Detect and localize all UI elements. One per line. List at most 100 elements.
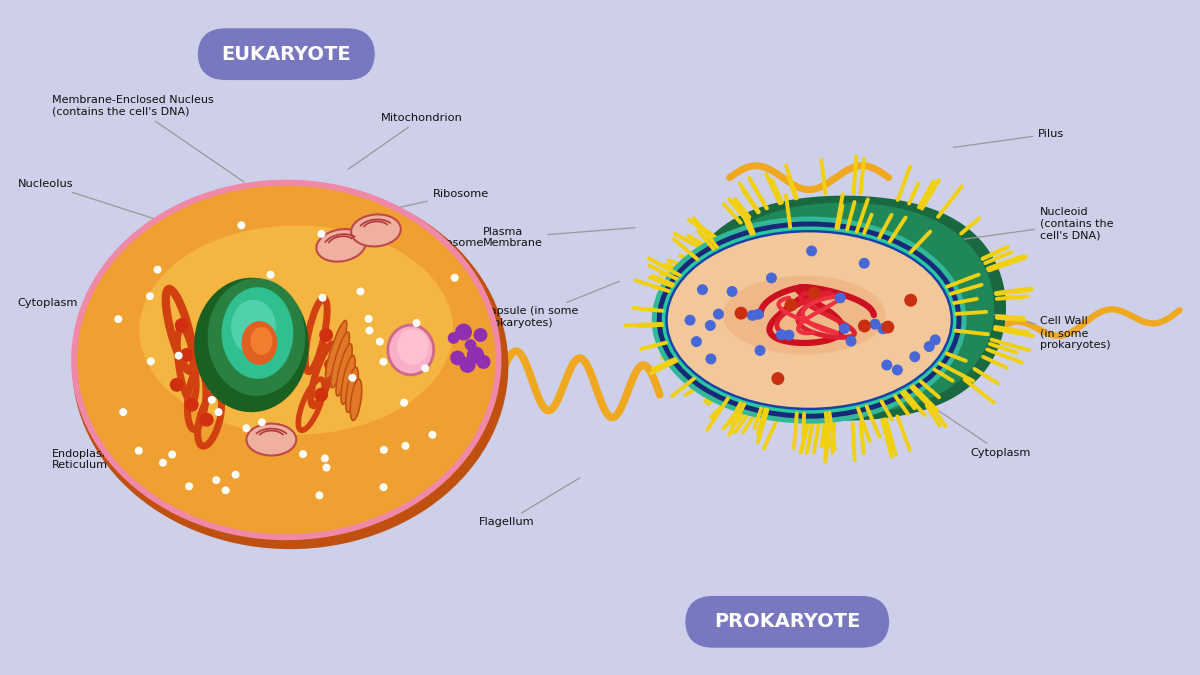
Ellipse shape bbox=[352, 215, 401, 246]
Ellipse shape bbox=[208, 278, 305, 396]
Circle shape bbox=[314, 388, 328, 402]
Circle shape bbox=[905, 294, 917, 306]
Ellipse shape bbox=[241, 321, 277, 365]
Circle shape bbox=[169, 378, 184, 392]
Text: Exosome: Exosome bbox=[433, 238, 484, 277]
Ellipse shape bbox=[325, 321, 347, 379]
Circle shape bbox=[746, 310, 757, 321]
Ellipse shape bbox=[350, 379, 361, 421]
Circle shape bbox=[924, 341, 935, 352]
Circle shape bbox=[400, 399, 408, 407]
Ellipse shape bbox=[246, 424, 296, 456]
Circle shape bbox=[451, 274, 458, 281]
Circle shape bbox=[222, 486, 229, 494]
Circle shape bbox=[448, 332, 460, 344]
Text: Ribosome: Ribosome bbox=[389, 188, 488, 210]
Circle shape bbox=[376, 338, 384, 346]
Ellipse shape bbox=[194, 277, 308, 412]
Circle shape bbox=[413, 319, 420, 327]
Circle shape bbox=[881, 360, 893, 371]
Circle shape bbox=[402, 442, 409, 450]
Ellipse shape bbox=[232, 300, 276, 354]
Circle shape bbox=[146, 357, 155, 365]
Polygon shape bbox=[695, 203, 994, 413]
Circle shape bbox=[839, 323, 850, 334]
Circle shape bbox=[158, 459, 167, 466]
Text: Pilus: Pilus bbox=[953, 129, 1064, 147]
Circle shape bbox=[697, 284, 708, 295]
Circle shape bbox=[713, 308, 724, 319]
Circle shape bbox=[212, 476, 221, 484]
Ellipse shape bbox=[667, 232, 950, 408]
Circle shape bbox=[785, 298, 798, 311]
Circle shape bbox=[114, 315, 122, 323]
Text: Capsule (in some
prokaryotes): Capsule (in some prokaryotes) bbox=[482, 281, 619, 328]
Circle shape bbox=[892, 364, 902, 375]
Circle shape bbox=[266, 271, 275, 279]
Circle shape bbox=[242, 424, 251, 432]
Circle shape bbox=[324, 358, 338, 372]
Ellipse shape bbox=[71, 180, 502, 540]
Circle shape bbox=[180, 348, 193, 362]
Circle shape bbox=[776, 329, 787, 340]
Circle shape bbox=[299, 450, 307, 458]
Ellipse shape bbox=[222, 287, 293, 379]
Circle shape bbox=[755, 345, 766, 356]
Circle shape bbox=[877, 323, 888, 334]
Circle shape bbox=[428, 431, 437, 439]
Text: Nucleolus: Nucleolus bbox=[18, 179, 218, 240]
Circle shape bbox=[455, 323, 472, 340]
Circle shape bbox=[727, 286, 738, 297]
Circle shape bbox=[199, 412, 214, 427]
Text: Flagellum: Flagellum bbox=[479, 478, 580, 527]
Circle shape bbox=[215, 408, 222, 416]
Circle shape bbox=[706, 354, 716, 364]
Text: EUKARYOTE: EUKARYOTE bbox=[222, 45, 352, 63]
Circle shape bbox=[146, 292, 154, 300]
Ellipse shape bbox=[317, 229, 366, 262]
Circle shape bbox=[185, 398, 199, 412]
Text: Plasma
Membrane: Plasma Membrane bbox=[482, 227, 635, 248]
Circle shape bbox=[208, 396, 216, 404]
Ellipse shape bbox=[722, 275, 886, 354]
Circle shape bbox=[474, 328, 487, 342]
Circle shape bbox=[318, 294, 326, 302]
Ellipse shape bbox=[665, 230, 953, 410]
Text: Membrane-Enclosed Nucleus
(contains the cell's DNA): Membrane-Enclosed Nucleus (contains the … bbox=[53, 95, 244, 182]
Circle shape bbox=[464, 339, 476, 351]
Ellipse shape bbox=[139, 225, 454, 435]
Ellipse shape bbox=[336, 344, 352, 396]
Circle shape bbox=[784, 329, 794, 341]
Circle shape bbox=[232, 470, 240, 479]
Circle shape bbox=[772, 372, 785, 385]
Circle shape bbox=[460, 357, 475, 373]
Circle shape bbox=[858, 319, 871, 333]
Ellipse shape bbox=[72, 183, 509, 549]
Circle shape bbox=[421, 364, 430, 372]
Circle shape bbox=[134, 447, 143, 455]
Ellipse shape bbox=[341, 356, 355, 404]
Text: Endoplasmic
Reticulum: Endoplasmic Reticulum bbox=[53, 394, 187, 470]
Circle shape bbox=[379, 483, 388, 491]
Circle shape bbox=[476, 355, 491, 369]
Ellipse shape bbox=[331, 332, 349, 387]
Text: Nucleoid
(contains the
cell's DNA): Nucleoid (contains the cell's DNA) bbox=[936, 207, 1114, 243]
Circle shape bbox=[910, 351, 920, 362]
Text: Mitochondrion: Mitochondrion bbox=[348, 113, 463, 169]
Circle shape bbox=[734, 306, 748, 320]
Circle shape bbox=[881, 321, 894, 333]
Ellipse shape bbox=[661, 226, 956, 414]
FancyBboxPatch shape bbox=[198, 28, 374, 80]
Circle shape bbox=[323, 464, 330, 472]
Circle shape bbox=[319, 328, 334, 342]
Circle shape bbox=[704, 320, 716, 331]
Circle shape bbox=[119, 408, 127, 416]
Text: Cell Wall
(in some
prokaryotes): Cell Wall (in some prokaryotes) bbox=[947, 304, 1111, 350]
Ellipse shape bbox=[388, 325, 433, 375]
Circle shape bbox=[316, 491, 324, 500]
Circle shape bbox=[356, 288, 365, 296]
Circle shape bbox=[185, 483, 193, 490]
Circle shape bbox=[348, 374, 356, 382]
Ellipse shape bbox=[656, 221, 961, 418]
Ellipse shape bbox=[652, 217, 966, 424]
